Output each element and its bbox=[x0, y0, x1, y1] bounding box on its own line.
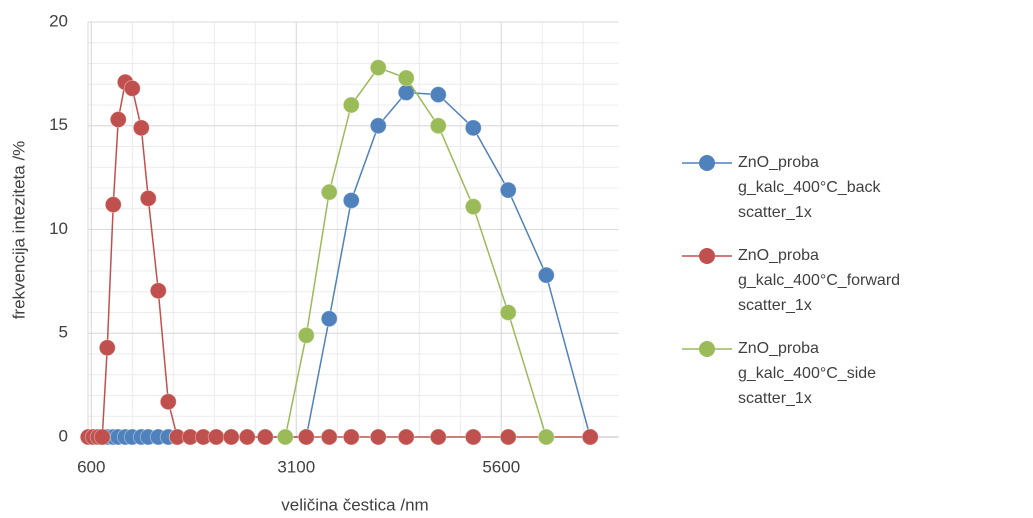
y-tick-label: 10 bbox=[49, 219, 68, 238]
legend-label: ZnO_proba g_kalc_400°C_forward scatter_1… bbox=[738, 247, 901, 314]
marker bbox=[537, 428, 555, 446]
marker bbox=[369, 117, 387, 135]
marker bbox=[342, 96, 360, 114]
marker bbox=[238, 428, 256, 446]
marker bbox=[207, 428, 225, 446]
marker bbox=[149, 282, 167, 300]
marker bbox=[369, 428, 387, 446]
x-tick-label: 600 bbox=[77, 457, 105, 476]
y-tick-label: 20 bbox=[49, 11, 68, 30]
y-tick-label: 15 bbox=[49, 115, 68, 134]
marker bbox=[397, 69, 415, 87]
marker bbox=[93, 428, 111, 446]
marker bbox=[222, 428, 240, 446]
marker bbox=[132, 119, 150, 137]
marker bbox=[499, 181, 517, 199]
series-line bbox=[88, 91, 591, 438]
marker bbox=[320, 428, 338, 446]
marker bbox=[429, 86, 447, 104]
marker bbox=[464, 198, 482, 216]
marker bbox=[581, 428, 599, 446]
marker bbox=[464, 428, 482, 446]
marker bbox=[123, 79, 141, 97]
marker bbox=[342, 428, 360, 446]
marker bbox=[342, 191, 360, 209]
marker bbox=[98, 339, 116, 357]
marker bbox=[499, 428, 517, 446]
marker bbox=[320, 310, 338, 328]
x-axis-label: veličina čestica /nm bbox=[281, 495, 428, 514]
legend-marker bbox=[699, 341, 715, 357]
x-tick-label: 3100 bbox=[277, 457, 315, 476]
marker bbox=[104, 196, 122, 214]
marker bbox=[464, 119, 482, 137]
x-tick-label: 5600 bbox=[482, 457, 520, 476]
legend-marker bbox=[699, 155, 715, 171]
marker bbox=[397, 428, 415, 446]
marker bbox=[297, 326, 315, 344]
legend-label: ZnO_proba g_kalc_400°C_back scatter_1x bbox=[738, 154, 881, 221]
marker bbox=[276, 428, 294, 446]
marker bbox=[159, 393, 177, 411]
marker bbox=[499, 304, 517, 321]
legend-marker bbox=[699, 248, 715, 264]
series-line bbox=[88, 80, 591, 438]
marker bbox=[320, 183, 338, 201]
marker bbox=[256, 428, 274, 446]
legend-label: ZnO_proba g_kalc_400°C_side scatter_1x bbox=[738, 340, 877, 407]
y-tick-label: 5 bbox=[59, 323, 68, 342]
marker bbox=[537, 266, 555, 284]
marker bbox=[429, 117, 447, 135]
marker bbox=[429, 428, 447, 446]
y-axis-label: frekvencija inteziteta /% bbox=[9, 141, 28, 320]
marker bbox=[139, 189, 157, 207]
marker bbox=[369, 59, 387, 77]
y-tick-label: 0 bbox=[59, 426, 68, 445]
marker bbox=[109, 111, 127, 129]
series-line bbox=[284, 66, 547, 438]
marker bbox=[297, 428, 315, 446]
